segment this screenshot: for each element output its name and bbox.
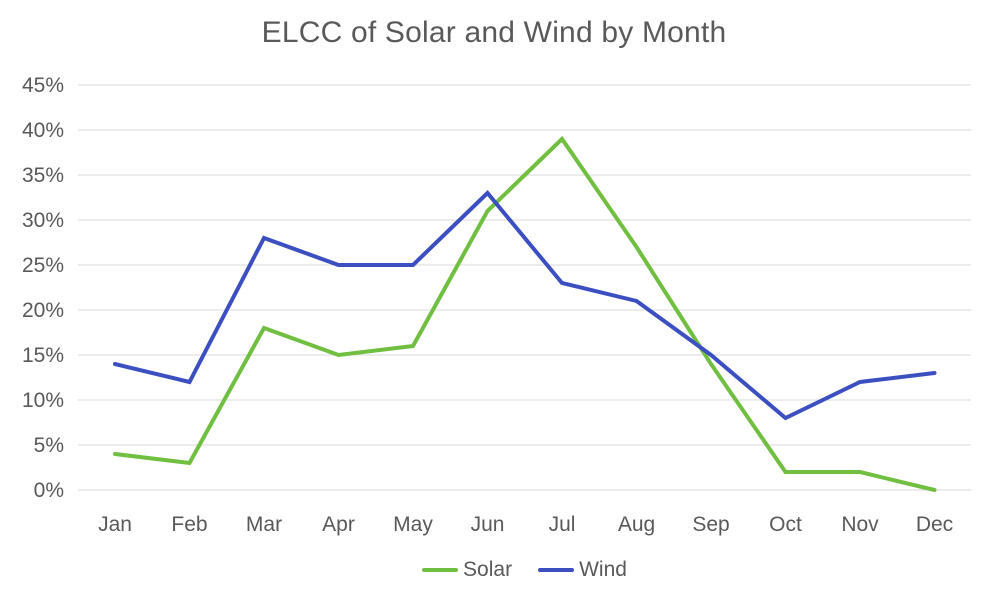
x-tick-label: Sep (692, 513, 729, 536)
x-tick-label: Oct (769, 513, 802, 536)
solar-line (113, 135, 937, 492)
chart-legend: Solar Wind (78, 558, 971, 582)
x-tick-label: May (393, 513, 433, 536)
legend-label-wind: Wind (579, 558, 627, 581)
y-tick-label: 45% (22, 74, 64, 97)
x-tick-label: Aug (618, 513, 655, 536)
y-tick-label: 15% (22, 344, 64, 367)
y-tick-label: 10% (22, 389, 64, 412)
x-tick-label: Jun (471, 513, 505, 536)
chart-title: ELCC of Solar and Wind by Month (261, 16, 727, 49)
y-tick-label: 35% (22, 164, 64, 187)
legend-item-solar: Solar (422, 558, 512, 582)
y-tick-label: 20% (22, 299, 64, 322)
x-tick-label: Mar (246, 513, 282, 536)
x-tick-label: Nov (841, 513, 879, 536)
y-tick-label: 5% (34, 434, 64, 457)
x-tick-label: Apr (322, 513, 355, 536)
y-tick-label: 30% (22, 209, 64, 232)
x-tick-label: Dec (916, 513, 953, 536)
y-tick-label: 40% (22, 119, 64, 142)
wind-line-swatch (538, 568, 575, 572)
x-tick-label: Feb (171, 513, 207, 536)
wind-line (113, 190, 937, 421)
legend-item-wind: Wind (538, 558, 627, 582)
y-tick-label: 0% (34, 479, 64, 502)
solar-line-swatch (422, 568, 459, 572)
x-tick-label: Jan (98, 513, 132, 536)
y-tick-label: 25% (22, 254, 64, 277)
legend-label-solar: Solar (463, 558, 513, 581)
x-tick-label: Jul (549, 513, 576, 536)
